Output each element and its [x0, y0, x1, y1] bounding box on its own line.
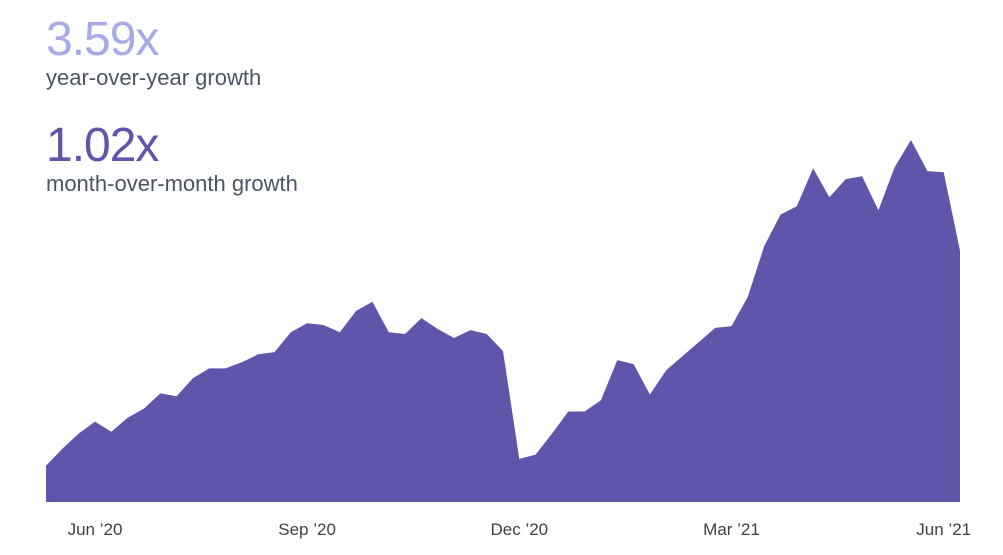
x-tick-label: Jun ’20	[68, 520, 123, 539]
area-series	[46, 140, 960, 502]
x-tick-label: Mar ’21	[703, 520, 760, 539]
x-tick-label: Sep ’20	[278, 520, 336, 539]
x-tick-label: Jun ’21	[916, 520, 971, 539]
x-axis-ticks: Jun ’20 Sep ’20 Dec ’20 Mar ’21 Jun ’21	[68, 520, 972, 539]
mom-growth-value: 1.02x	[46, 119, 159, 172]
yoy-growth-value: 3.59x	[46, 13, 159, 66]
mom-growth-label: month-over-month growth	[46, 171, 298, 196]
x-tick-label: Dec ’20	[490, 520, 548, 539]
yoy-growth-label: year-over-year growth	[46, 65, 262, 90]
